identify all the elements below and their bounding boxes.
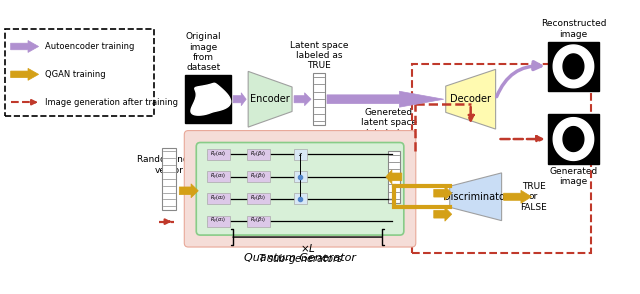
FancyBboxPatch shape (246, 216, 269, 227)
Text: Autoencoder training: Autoencoder training (45, 42, 134, 51)
Text: Original
image
from
dataset: Original image from dataset (186, 32, 221, 72)
FancyBboxPatch shape (547, 41, 600, 91)
FancyBboxPatch shape (313, 73, 325, 125)
FancyBboxPatch shape (207, 193, 230, 204)
Polygon shape (504, 190, 532, 203)
FancyBboxPatch shape (188, 133, 413, 244)
FancyBboxPatch shape (207, 171, 230, 182)
Polygon shape (233, 93, 246, 106)
FancyBboxPatch shape (246, 193, 269, 204)
Polygon shape (248, 71, 292, 127)
FancyBboxPatch shape (207, 149, 230, 160)
Text: TRUE
or
FALSE: TRUE or FALSE (520, 182, 547, 212)
FancyBboxPatch shape (388, 151, 400, 203)
Text: Decoder: Decoder (450, 94, 491, 104)
Text: Random noise
vector: Random noise vector (137, 156, 202, 175)
FancyBboxPatch shape (190, 136, 410, 241)
Text: Reconstructed
image: Reconstructed image (541, 19, 606, 39)
FancyBboxPatch shape (294, 149, 307, 160)
Text: $z$: $z$ (298, 196, 303, 203)
Text: $R_y(\alpha_1)$: $R_y(\alpha_1)$ (210, 216, 227, 226)
FancyBboxPatch shape (186, 75, 231, 123)
Polygon shape (11, 41, 38, 52)
Polygon shape (434, 186, 452, 200)
FancyBboxPatch shape (184, 131, 416, 247)
FancyArrowPatch shape (500, 136, 542, 142)
Polygon shape (11, 69, 38, 80)
Text: Latent space
labeled as
TRUE: Latent space labeled as TRUE (290, 41, 348, 70)
Text: Image generation after training: Image generation after training (45, 98, 177, 107)
Text: $\times L$: $\times L$ (300, 242, 316, 254)
FancyBboxPatch shape (294, 171, 307, 182)
Polygon shape (563, 54, 584, 79)
Polygon shape (386, 170, 402, 184)
FancyBboxPatch shape (246, 149, 269, 160)
FancyBboxPatch shape (547, 114, 600, 164)
Text: $R_y(\beta_3)$: $R_y(\beta_3)$ (250, 172, 266, 182)
Polygon shape (294, 93, 311, 106)
Polygon shape (327, 91, 444, 107)
Polygon shape (434, 207, 452, 221)
FancyBboxPatch shape (196, 143, 404, 235)
Polygon shape (553, 45, 594, 88)
Polygon shape (191, 83, 230, 115)
Polygon shape (553, 118, 594, 161)
Text: Discriminator: Discriminator (443, 192, 509, 202)
Text: $R_y(\alpha_3)$: $R_y(\alpha_3)$ (210, 172, 227, 182)
Text: $R_y(\alpha_2)$: $R_y(\alpha_2)$ (210, 194, 227, 204)
Text: Encoder: Encoder (250, 94, 290, 104)
Text: $T$ sub-generators: $T$ sub-generators (257, 252, 342, 266)
Polygon shape (563, 127, 584, 151)
Text: Quantum Generator: Quantum Generator (244, 253, 356, 263)
Text: $z$: $z$ (298, 151, 303, 158)
Text: $R_y(\beta_2)$: $R_y(\beta_2)$ (250, 194, 266, 204)
Polygon shape (450, 173, 502, 221)
Polygon shape (179, 184, 198, 198)
FancyBboxPatch shape (294, 193, 307, 204)
Text: $R_y(\beta_4)$: $R_y(\beta_4)$ (250, 149, 266, 160)
FancyBboxPatch shape (163, 148, 176, 210)
FancyBboxPatch shape (246, 171, 269, 182)
FancyBboxPatch shape (193, 140, 407, 238)
Text: Generated
image: Generated image (549, 167, 598, 186)
Polygon shape (445, 69, 495, 129)
FancyBboxPatch shape (207, 216, 230, 227)
Text: Genereted
latent space
labeled as
FALSE: Genereted latent space labeled as FALSE (361, 108, 417, 148)
Text: $z$: $z$ (298, 173, 303, 180)
Text: $R_y(\alpha_4)$: $R_y(\alpha_4)$ (210, 149, 227, 160)
Text: $R_y(\beta_1)$: $R_y(\beta_1)$ (250, 216, 266, 226)
FancyArrowPatch shape (468, 107, 474, 121)
Text: QGAN training: QGAN training (45, 70, 105, 79)
FancyBboxPatch shape (4, 29, 154, 116)
